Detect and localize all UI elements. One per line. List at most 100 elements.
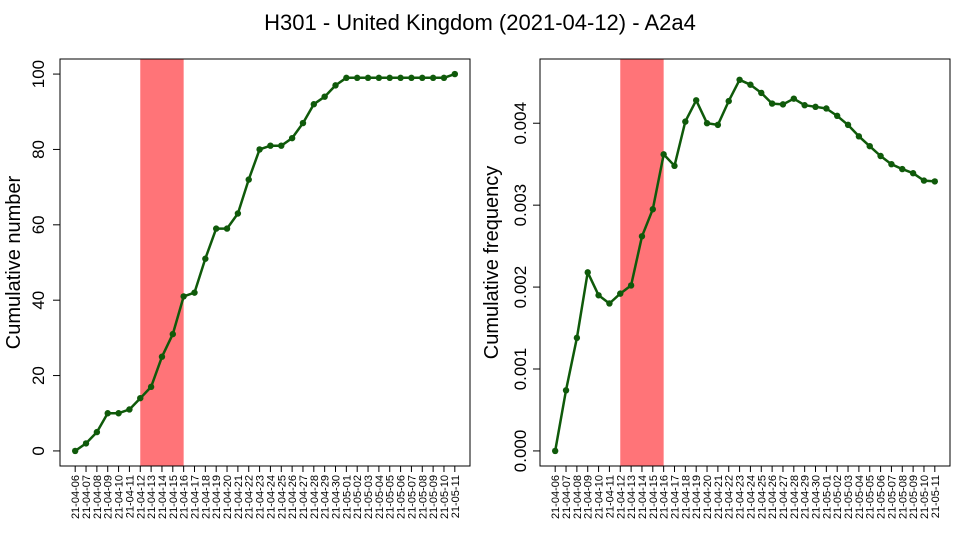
data-point [115, 410, 122, 417]
data-point [660, 151, 667, 158]
data-point [191, 289, 198, 296]
x-tick-label: 21-05-05 [865, 475, 877, 519]
data-point [920, 177, 928, 184]
x-tick-label: 21-04-27 [298, 475, 310, 519]
x-tick-label: 21-05-05 [385, 475, 397, 519]
x-tick-label: 21-05-02 [352, 475, 364, 519]
x-tick-label: 21-04-13 [146, 475, 158, 519]
data-point [256, 146, 263, 153]
y-tick-label: 80 [29, 140, 48, 159]
x-tick-label: 21-04-21 [233, 475, 245, 519]
series-line [553, 78, 935, 452]
data-point [147, 383, 155, 391]
data-point [649, 206, 657, 213]
data-point [779, 101, 787, 108]
data-point [627, 282, 635, 289]
data-point [429, 74, 437, 82]
data-point [126, 406, 133, 413]
x-tick-label: 21-04-15 [168, 475, 180, 519]
x-tick-label: 21-04-25 [276, 475, 288, 519]
x-tick-label: 21-04-22 [724, 475, 736, 519]
data-point [562, 387, 570, 394]
data-point [812, 103, 819, 111]
x-tick-label: 21-04-27 [778, 475, 790, 519]
data-point [606, 300, 613, 307]
data-point [899, 165, 906, 173]
x-tick-label: 21-04-16 [659, 475, 671, 519]
data-point [408, 74, 415, 82]
x-tick-label: 21-04-13 [626, 475, 638, 519]
x-tick-label: 21-05-06 [396, 475, 408, 519]
data-point [343, 74, 350, 82]
x-tick-label: 21-04-28 [789, 475, 801, 519]
data-point [671, 162, 678, 170]
data-point [245, 176, 252, 183]
x-tick-label: 21-04-08 [92, 475, 104, 519]
data-point [234, 210, 242, 217]
data-point [801, 102, 808, 109]
x-tick-label: 21-04-20 [702, 475, 714, 519]
data-point [682, 118, 689, 125]
series-line [74, 72, 456, 452]
y-tick-label: 60 [29, 215, 48, 234]
y-tick-label: 0.004 [511, 102, 530, 145]
highlight-band [620, 59, 664, 466]
data-point [451, 70, 459, 78]
x-tick-label: 21-04-25 [756, 475, 768, 519]
x-tick-label: 21-05-06 [876, 475, 888, 519]
data-point [617, 290, 624, 297]
data-point [299, 119, 307, 127]
data-point [844, 121, 852, 129]
data-point [595, 292, 602, 299]
x-tick-label: 21-04-29 [320, 475, 332, 519]
y-axis-label: Cumulative frequency [481, 166, 503, 359]
data-point [440, 74, 448, 82]
x-tick-label: 21-05-02 [832, 475, 844, 519]
data-point [573, 334, 581, 342]
x-tick-label: 21-05-03 [843, 475, 855, 519]
data-point [638, 233, 646, 240]
x-tick-label: 21-05-04 [374, 475, 386, 519]
data-point [375, 74, 383, 82]
x-tick-label: 21-04-11 [124, 475, 136, 518]
x-tick-label: 21-05-01 [821, 475, 833, 519]
x-tick-label: 21-05-08 [897, 475, 909, 519]
x-tick-label: 21-04-23 [255, 475, 267, 519]
data-point [833, 112, 841, 120]
y-tick-label: 20 [29, 366, 48, 385]
x-tick-label: 21-04-24 [265, 475, 277, 519]
data-point [909, 170, 917, 177]
data-point [332, 82, 339, 89]
x-tick-label: 21-04-30 [331, 475, 343, 519]
data-point [866, 142, 873, 150]
x-tick-label: 21-04-07 [81, 475, 93, 519]
x-tick-label: 21-05-03 [363, 475, 375, 519]
x-tick-label: 21-04-19 [691, 475, 703, 519]
x-tick-label: 21-04-19 [211, 475, 223, 519]
data-point [397, 74, 404, 82]
data-point [321, 93, 328, 100]
x-tick-label: 21-04-06 [550, 475, 562, 519]
data-point [278, 142, 285, 149]
x-tick-label: 21-04-12 [135, 475, 147, 519]
data-point [888, 160, 895, 168]
data-point [584, 269, 591, 276]
data-point [364, 74, 372, 82]
data-point [104, 410, 111, 417]
data-point [137, 394, 144, 402]
data-point [736, 76, 743, 84]
x-tick-label: 21-04-30 [811, 475, 823, 519]
data-point [747, 81, 754, 88]
y-tick-label: 40 [29, 291, 48, 310]
data-point [93, 428, 101, 436]
x-tick-label: 21-04-21 [713, 475, 725, 519]
x-tick-label: 21-04-17 [189, 475, 201, 519]
x-tick-label: 21-05-01 [341, 475, 353, 519]
data-point [823, 105, 830, 112]
data-point [386, 74, 393, 82]
y-tick-label: 100 [29, 60, 48, 88]
data-point [169, 330, 177, 338]
x-tick-label: 21-05-09 [908, 475, 920, 519]
x-tick-label: 21-05-11 [930, 475, 942, 518]
x-tick-label: 21-04-08 [572, 475, 584, 519]
